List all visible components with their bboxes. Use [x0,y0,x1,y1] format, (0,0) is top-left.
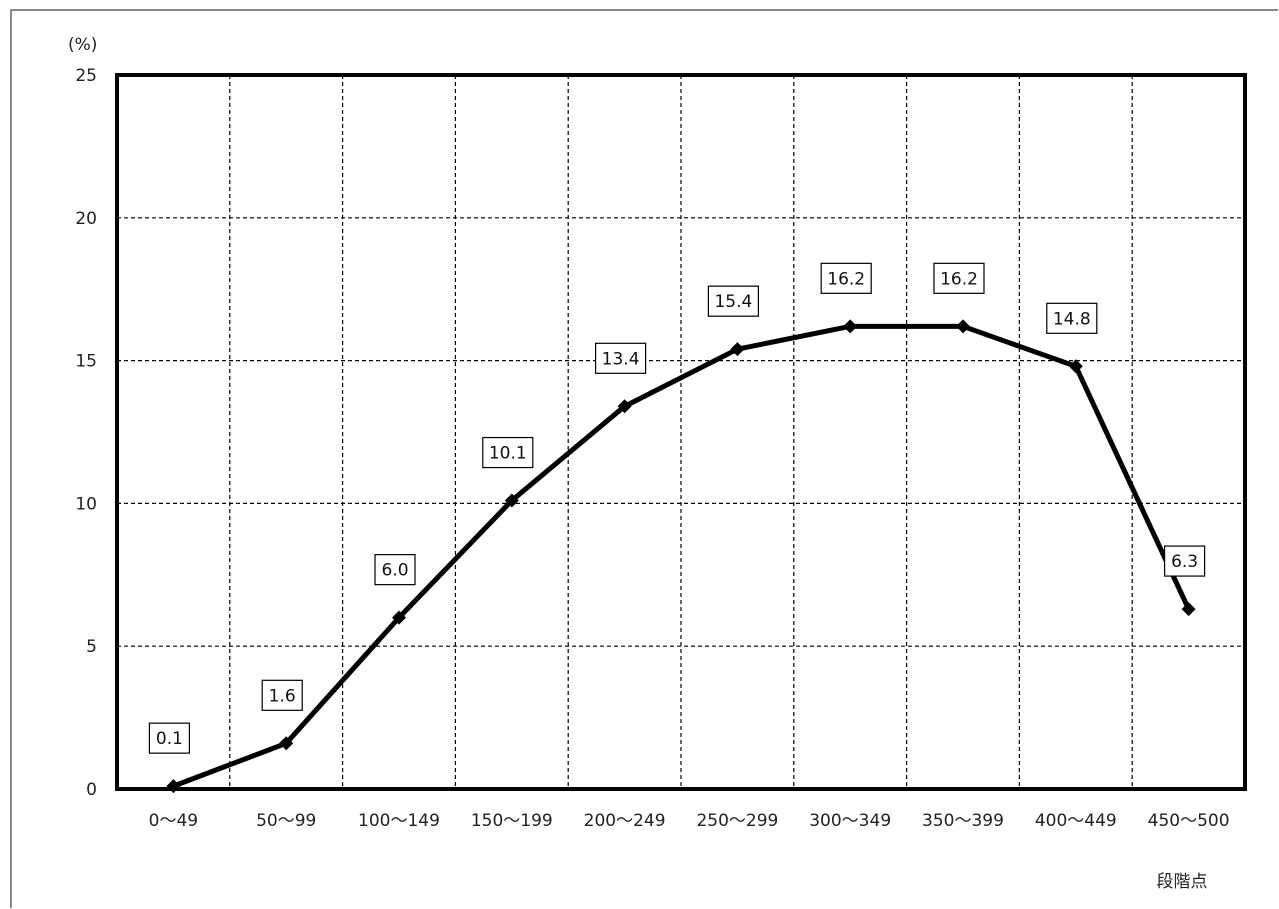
data-label: 14.8 [1046,302,1098,334]
data-label-box [482,436,534,469]
data-point-marker [279,736,294,751]
data-point-marker [504,493,519,508]
x-category-label: 350〜399 [922,811,1004,831]
data-point-marker [730,342,745,357]
data-label-box [148,722,190,754]
data-label: 10.1 [482,436,534,469]
y-tick-label: 20 [75,209,97,229]
data-label: 0.1 [148,722,190,754]
x-category-label: 50〜99 [256,811,316,831]
series-line-group [166,319,1196,794]
data-label-box [374,554,416,586]
data-label-text: 0.1 [156,729,183,749]
y-tick-label: 15 [75,352,97,372]
data-label-box [1163,545,1206,577]
data-label-box [1046,302,1098,334]
x-category-label: 300〜349 [809,811,891,831]
data-label-text: 15.4 [714,292,752,312]
data-point-marker [392,610,406,625]
data-label: 6.0 [374,554,416,586]
x-category-label: 200〜249 [584,811,666,831]
data-point-marker [956,319,970,334]
x-axis-ticks: 0〜49 50〜99 100〜149 150〜199 200〜249 250〜299 300… [149,811,1230,831]
y-axis-label: (%) [68,35,97,55]
data-label-text: 14.8 [1053,309,1091,329]
grid-lines [117,75,1245,789]
data-label-text: 6.3 [1171,552,1198,572]
data-point-marker [843,319,858,334]
x-category-label: 250〜299 [696,811,778,831]
x-axis-label: 段階点 [1157,872,1208,892]
data-label-text: 13.4 [602,349,640,369]
data-label-box [707,285,760,317]
data-label-box [820,262,872,294]
data-label: 15.4 [707,285,760,317]
data-labels-group: 0.1 1.6 6.0 10.1 13.4 15.4 16.2 16.2 14.8 6.3 [148,262,1206,754]
y-tick-label: 5 [86,637,97,657]
x-category-label: 100〜149 [358,811,440,831]
data-label-text: 6.0 [381,561,408,581]
data-point-marker [617,399,632,414]
data-label-box [261,679,303,711]
y-tick-label: 25 [75,66,97,86]
x-category-label: 450〜500 [1148,811,1230,831]
data-point-marker [1181,602,1196,617]
data-label-box [933,262,985,294]
y-axis-ticks: 0 5 10 15 20 25 [75,66,97,800]
x-category-label: 0〜49 [149,811,198,831]
data-label-text: 10.1 [489,444,527,464]
data-point-marker [166,779,181,794]
series-line [172,323,1191,789]
data-label-text: 1.6 [269,686,296,706]
y-tick-label: 0 [86,780,97,800]
data-label: 1.6 [261,679,303,711]
data-label-box [594,342,647,374]
data-label-text: 16.2 [940,269,978,289]
data-label-text: 16.2 [827,269,865,289]
y-tick-label: 10 [75,494,97,514]
x-category-label: 150〜199 [471,811,553,831]
x-category-label: 400〜449 [1035,811,1117,831]
data-point-marker [1068,359,1083,374]
data-label: 6.3 [1163,545,1206,577]
plot-area-border [115,73,1247,791]
chart-frame [10,9,1278,908]
data-label: 13.4 [594,342,647,374]
data-label: 16.2 [933,262,985,294]
data-label: 16.2 [820,262,872,294]
